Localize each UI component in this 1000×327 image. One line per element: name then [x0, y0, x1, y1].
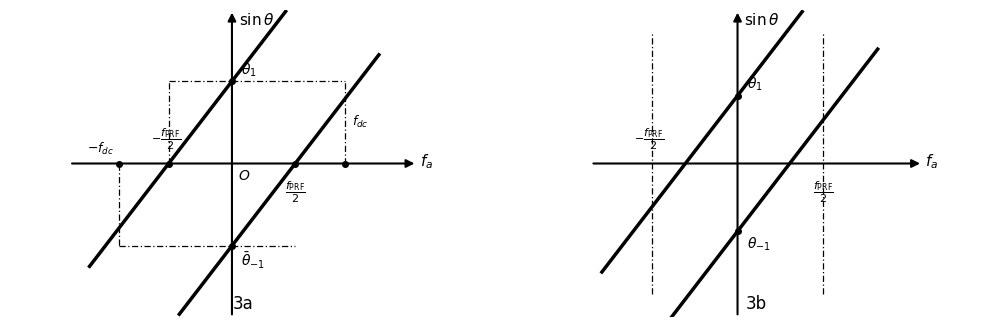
Text: $-\dfrac{f_{\mathrm{PRF}}}{2}$: $-\dfrac{f_{\mathrm{PRF}}}{2}$ [151, 127, 181, 152]
Text: $\bar{\theta}_{-1}$: $\bar{\theta}_{-1}$ [241, 250, 265, 270]
Text: $-\dfrac{f_{\mathrm{PRF}}}{2}$: $-\dfrac{f_{\mathrm{PRF}}}{2}$ [634, 127, 664, 152]
Text: $\theta_1$: $\theta_1$ [747, 76, 762, 94]
Text: $\dfrac{f_{\mathrm{PRF}}}{2}$: $\dfrac{f_{\mathrm{PRF}}}{2}$ [813, 179, 834, 205]
Text: $\theta_{-1}$: $\theta_{-1}$ [747, 236, 770, 253]
Text: 3b: 3b [746, 295, 767, 313]
Text: $f_a$: $f_a$ [925, 152, 938, 171]
Text: $O$: $O$ [238, 169, 250, 183]
Text: $\sin\theta$: $\sin\theta$ [239, 12, 274, 28]
Text: 3a: 3a [233, 295, 254, 313]
Text: $\dfrac{f_{\mathrm{PRF}}}{2}$: $\dfrac{f_{\mathrm{PRF}}}{2}$ [285, 179, 306, 205]
Text: $-f_{dc}$: $-f_{dc}$ [87, 141, 114, 157]
Text: $\theta_1$: $\theta_1$ [241, 61, 257, 79]
Text: $f_a$: $f_a$ [420, 152, 433, 171]
Text: $f_{dc}$: $f_{dc}$ [352, 114, 368, 130]
Text: $\sin\theta$: $\sin\theta$ [744, 12, 780, 28]
